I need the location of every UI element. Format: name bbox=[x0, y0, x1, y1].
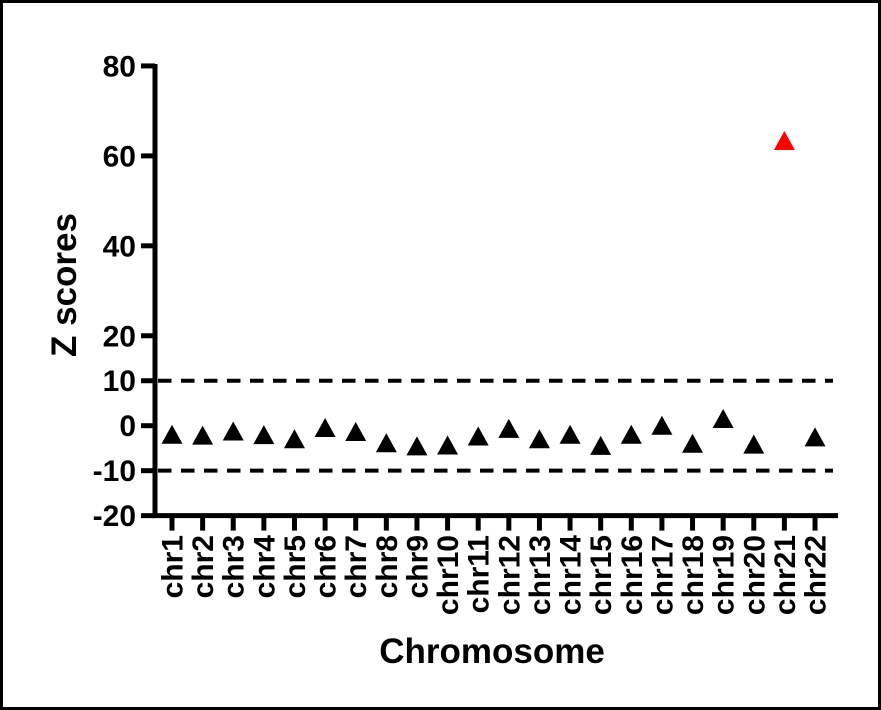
y-tick-label--20: -20 bbox=[93, 500, 136, 533]
x-tick-label-chr3: chr3 bbox=[218, 535, 251, 598]
x-tick-label-chr1: chr1 bbox=[157, 535, 190, 598]
data-point-chr22 bbox=[804, 427, 826, 447]
data-point-chr14 bbox=[559, 424, 581, 444]
data-point-chr11 bbox=[467, 426, 489, 446]
data-point-chr20 bbox=[743, 434, 765, 454]
data-point-chr8 bbox=[375, 433, 397, 453]
data-point-chr6 bbox=[314, 417, 336, 437]
x-tick-label-chr20: chr20 bbox=[738, 535, 771, 615]
y-axis-title: Z scores bbox=[45, 213, 84, 357]
data-point-chr21 bbox=[773, 131, 795, 151]
data-point-chr3 bbox=[222, 421, 244, 441]
y-tick-label-80: 80 bbox=[103, 50, 136, 83]
y-tick-label-60: 60 bbox=[103, 140, 136, 173]
data-point-chr1 bbox=[161, 424, 183, 444]
x-tick-label-chr7: chr7 bbox=[340, 535, 373, 598]
data-point-chr19 bbox=[712, 408, 734, 428]
data-point-chr13 bbox=[528, 429, 550, 449]
data-point-chr7 bbox=[345, 421, 367, 441]
data-point-chr2 bbox=[192, 425, 214, 445]
x-tick-label-chr17: chr17 bbox=[646, 535, 679, 615]
x-axis-title: Chromosome bbox=[379, 632, 605, 671]
x-tick-label-chr19: chr19 bbox=[708, 535, 741, 615]
data-point-chr12 bbox=[498, 418, 520, 438]
x-tick-label-chr14: chr14 bbox=[555, 535, 588, 615]
data-point-chr10 bbox=[437, 435, 459, 455]
x-tick-label-chr11: chr11 bbox=[463, 535, 496, 613]
x-tick-label-chr5: chr5 bbox=[279, 535, 312, 598]
x-tick-label-chr16: chr16 bbox=[616, 535, 649, 615]
x-tick-label-chr9: chr9 bbox=[401, 535, 434, 598]
data-point-chr16 bbox=[620, 424, 642, 444]
y-tick-label-40: 40 bbox=[103, 230, 136, 263]
x-tick-label-chr12: chr12 bbox=[493, 535, 526, 615]
x-tick-label-chr18: chr18 bbox=[677, 535, 710, 615]
y-tick-label-0: 0 bbox=[119, 410, 136, 443]
x-tick-label-chr2: chr2 bbox=[187, 535, 220, 598]
x-tick-label-chr15: chr15 bbox=[585, 535, 618, 615]
x-tick-label-chr8: chr8 bbox=[371, 535, 404, 598]
x-tick-label-chr21: chr21 bbox=[769, 535, 802, 615]
data-point-chr17 bbox=[651, 415, 673, 435]
data-point-chr4 bbox=[253, 425, 275, 445]
x-tick-label-chr22: chr22 bbox=[800, 535, 833, 615]
y-tick-label-20: 20 bbox=[103, 320, 136, 353]
y-tick-label-10: 10 bbox=[103, 365, 136, 398]
x-tick-label-chr13: chr13 bbox=[524, 535, 557, 615]
x-tick-label-chr6: chr6 bbox=[310, 535, 343, 598]
data-point-chr9 bbox=[406, 436, 428, 456]
x-tick-label-chr4: chr4 bbox=[248, 535, 281, 599]
data-point-chr18 bbox=[682, 433, 704, 453]
data-point-chr15 bbox=[590, 435, 612, 455]
y-tick-label--10: -10 bbox=[93, 455, 136, 488]
data-point-chr5 bbox=[283, 429, 305, 449]
x-tick-label-chr10: chr10 bbox=[432, 535, 465, 615]
